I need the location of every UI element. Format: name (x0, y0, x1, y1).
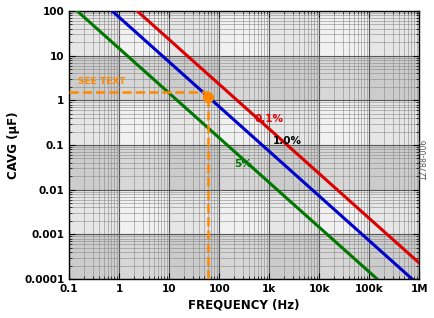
Text: 12788-006: 12788-006 (418, 138, 427, 180)
Bar (69, 56, 418, 100)
Bar (69, 234, 418, 279)
Bar (368, 11, 418, 279)
Text: 5%: 5% (234, 159, 251, 169)
Text: 1.0%: 1.0% (273, 136, 302, 147)
Bar (319, 11, 368, 279)
X-axis label: FREQUENCY (Hz): FREQUENCY (Hz) (188, 298, 299, 311)
Bar (169, 11, 219, 279)
Bar (119, 11, 169, 279)
Bar (269, 11, 319, 279)
Bar (69, 190, 418, 234)
Text: 0.1%: 0.1% (253, 114, 283, 124)
Y-axis label: CAVG (μF): CAVG (μF) (7, 111, 20, 179)
Bar (69, 11, 418, 56)
Bar (69, 100, 418, 145)
Text: SEE TEXT: SEE TEXT (78, 77, 125, 86)
Bar (69, 145, 418, 190)
Bar (69, 11, 119, 279)
Bar (219, 11, 269, 279)
